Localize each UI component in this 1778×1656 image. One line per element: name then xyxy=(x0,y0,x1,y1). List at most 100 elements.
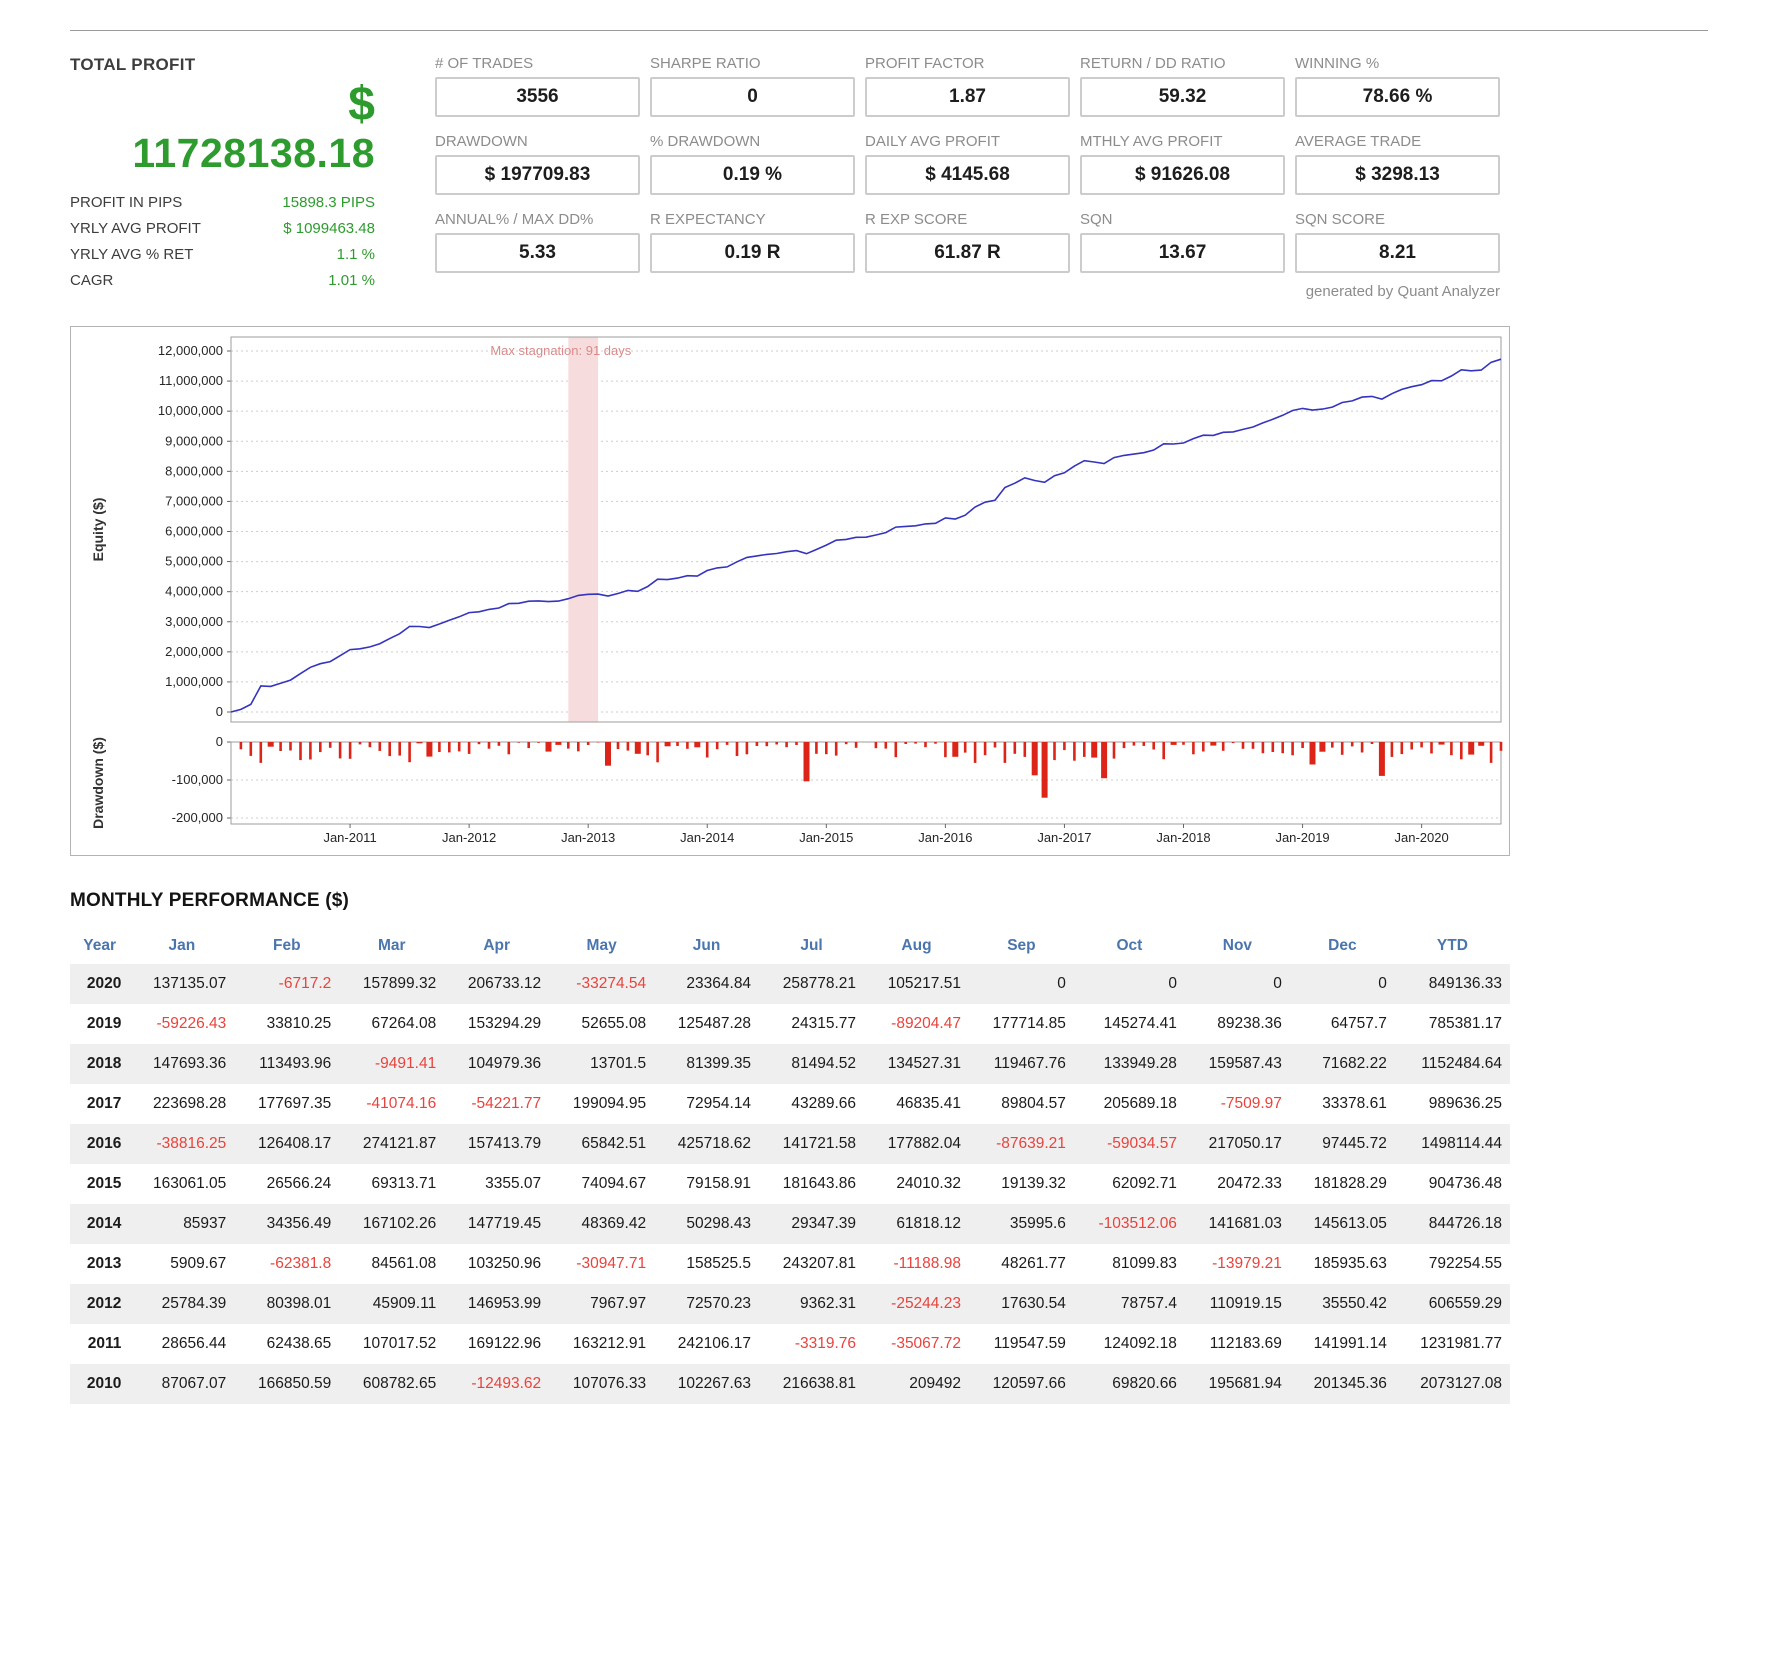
cell-dec: 64757.7 xyxy=(1330,1015,1387,1032)
drawdown-plot-border xyxy=(230,741,1502,825)
stat-r-exp-score: R EXP SCORE 61.87 R xyxy=(865,211,1070,273)
cell-dec: 71682.22 xyxy=(1322,1055,1387,1072)
cell-jan: 5909.67 xyxy=(170,1255,227,1272)
cell-jan: 85937 xyxy=(183,1215,227,1232)
yrly-avg-pct-return-label: YRLY AVG % RET xyxy=(70,246,194,264)
drawdown-spike xyxy=(299,742,302,761)
drawdown-spike xyxy=(309,742,312,760)
year-cell: 2012 xyxy=(86,1295,122,1312)
x-tick-label: Jan-2011 xyxy=(323,830,376,845)
cell-aug: 209492 xyxy=(909,1375,961,1392)
drawdown-spike xyxy=(646,742,649,756)
drawdown-spike xyxy=(517,742,520,743)
cell-apr: 157413.79 xyxy=(467,1135,542,1152)
drawdown-spike xyxy=(239,742,243,750)
drawdown-spike xyxy=(1192,742,1195,755)
stat-label: R EXPECTANCY xyxy=(650,211,766,228)
drawdown-spike xyxy=(1182,742,1185,745)
drawdown-spike xyxy=(874,742,878,749)
stat-value-box: 59.32 xyxy=(1080,77,1285,117)
drawdown-spike xyxy=(1231,742,1235,744)
stat-value-box: 3556 xyxy=(435,77,640,117)
drawdown-spike xyxy=(596,742,600,743)
drawdown-spike xyxy=(616,742,620,750)
cell-mar: 45909.11 xyxy=(372,1295,437,1312)
stagnation-label: Max stagnation: 91 days xyxy=(490,343,631,358)
stat-value-box: $ 4145.68 xyxy=(865,155,1070,195)
drawdown-spike xyxy=(1202,742,1205,752)
cagr-value: 1.01 % xyxy=(328,272,375,290)
drawdown-spike xyxy=(973,742,977,763)
cell-sep: 48261.77 xyxy=(1001,1255,1066,1272)
year-cell: 2016 xyxy=(86,1135,122,1152)
x-tick-label: Jan-2018 xyxy=(1156,830,1210,845)
drawdown-spike xyxy=(854,742,858,748)
profit-in-pips-row: PROFIT IN PIPS 15898.3 PIPS xyxy=(70,190,375,216)
cell-aug: -25244.23 xyxy=(891,1295,961,1312)
drawdown-spike xyxy=(1499,742,1503,751)
yrly-avg-profit-row: YRLY AVG PROFIT $ 1099463.48 xyxy=(70,216,375,242)
stat-label: SQN SCORE xyxy=(1295,211,1386,228)
drawdown-spike xyxy=(803,742,810,782)
year-cell: 2014 xyxy=(86,1215,122,1232)
cell-feb: 26566.24 xyxy=(266,1175,332,1192)
profit-in-pips-label: PROFIT IN PIPS xyxy=(70,194,183,212)
stat-sqn-score: SQN SCORE 8.21 xyxy=(1295,211,1500,273)
drawdown-spike xyxy=(963,742,967,753)
drawdown-spike xyxy=(1063,742,1066,751)
cell-ytd: 989636.25 xyxy=(1428,1095,1502,1112)
stat-daily-avg-profit: DAILY AVG PROFIT $ 4145.68 xyxy=(865,133,1070,195)
stat-value-box: 0 xyxy=(650,77,855,117)
stat-value-box: 5.33 xyxy=(435,233,640,273)
cell-jun: 125487.28 xyxy=(677,1015,752,1032)
stat-label: ANNUAL% / MAX DD% xyxy=(435,211,594,228)
equity-y-tick-label: 0 xyxy=(216,704,223,719)
stat-value-box: 61.87 R xyxy=(865,233,1070,273)
drawdown-spike xyxy=(1378,742,1385,776)
stat-label: # OF TRADES xyxy=(435,55,534,72)
drawdown-spike xyxy=(1073,742,1076,761)
drawdown-spike xyxy=(924,742,927,748)
drawdown-spike xyxy=(1438,742,1445,745)
column-header-dec: Dec xyxy=(1328,937,1357,954)
drawdown-spike xyxy=(664,742,671,747)
drawdown-spike xyxy=(1251,742,1255,749)
cell-jul: 141721.58 xyxy=(782,1135,857,1152)
equity-y-tick-label: 4,000,000 xyxy=(165,584,223,599)
stat-of-trades: # OF TRADES 3556 xyxy=(435,55,640,117)
cell-mar: 167102.26 xyxy=(362,1215,437,1232)
cell-feb: -6717.2 xyxy=(278,975,332,992)
drawdown-spike xyxy=(715,742,719,750)
drawdown-spike xyxy=(755,742,759,746)
drawdown-spike xyxy=(267,742,274,747)
cell-oct: 205689.18 xyxy=(1103,1095,1177,1112)
drawdown-bars xyxy=(239,742,1503,798)
stat-value-box: 8.21 xyxy=(1295,233,1500,273)
cell-sep: 17630.54 xyxy=(1001,1295,1066,1312)
cagr-label: CAGR xyxy=(70,272,114,290)
drawdown-spike xyxy=(983,742,987,756)
cell-may: 13701.5 xyxy=(590,1055,647,1072)
generated-by-note: generated by Quant Analyzer xyxy=(1305,283,1500,300)
stat-value-box: 78.66 % xyxy=(1295,77,1500,117)
drawdown-spike xyxy=(1360,742,1364,753)
equity-axis-title: Equity ($) xyxy=(90,498,106,562)
table-row-2010: 2010 87067.07 166850.59 608782.65 -12493.62 1… xyxy=(70,1364,1510,1404)
stat-label: SQN xyxy=(1080,211,1113,228)
cell-dec: 141991.14 xyxy=(1313,1335,1387,1352)
drawdown-spike xyxy=(1013,742,1017,754)
drawdown-spike xyxy=(1430,742,1433,754)
cell-jul: 43289.66 xyxy=(791,1095,857,1112)
cell-aug: -11188.98 xyxy=(893,1255,961,1272)
drawdown-spike xyxy=(815,742,818,754)
drawdown-spike xyxy=(555,742,562,745)
drawdown-spike xyxy=(795,742,798,745)
table-header-row: Year Jan Feb Mar Apr May Jun Jul Aug Sep Oct Nov Dec… xyxy=(70,928,1510,964)
drawdown-spike xyxy=(825,742,828,755)
drawdown-spike xyxy=(1162,742,1165,760)
drawdown-spike xyxy=(1319,742,1326,752)
drawdown-spike xyxy=(1420,742,1423,748)
cell-feb: 62438.65 xyxy=(266,1335,332,1352)
cell-jul: 181643.86 xyxy=(782,1175,857,1192)
cell-feb: 80398.01 xyxy=(266,1295,332,1312)
